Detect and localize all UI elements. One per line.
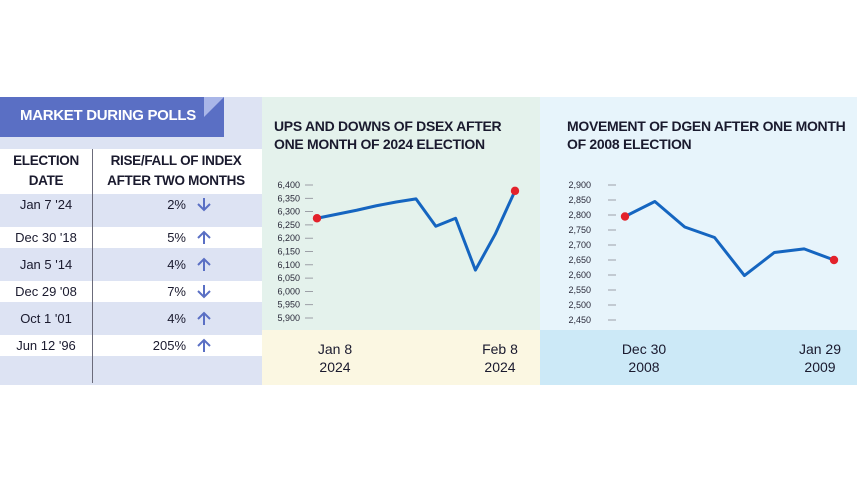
- row-value: 7%: [167, 284, 186, 299]
- dsex-x-label: 2024: [484, 359, 515, 375]
- arrow-up-icon: [197, 311, 211, 325]
- arrow-down-icon: [197, 285, 211, 299]
- table-row: Dec 29 '08 7%: [0, 281, 262, 302]
- dgen-x-label: 2009: [804, 359, 835, 375]
- polls-table-panel: MARKET DURING POLLS ELECTION DATE RISE/F…: [0, 97, 262, 385]
- row-date: Oct 1 '01: [20, 311, 72, 326]
- table-header: ELECTION DATE RISE/FALL OF INDEX AFTER T…: [0, 149, 262, 194]
- dgen-y-tick-label: 2,600: [568, 270, 591, 280]
- dgen-x-label: 2008: [628, 359, 659, 375]
- header-rise-fall: RISE/FALL OF INDEX AFTER TWO MONTHS: [107, 153, 245, 188]
- dsex-axis-band: [262, 330, 540, 385]
- dsex-y-tick-label: 6,200: [277, 233, 300, 243]
- row-value: 4%: [167, 311, 186, 326]
- dsex-x-label: 2024: [319, 359, 350, 375]
- arrow-up-icon: [197, 230, 211, 244]
- dgen-y-tick-label: 2,850: [568, 195, 591, 205]
- arrow-down-icon: [197, 198, 211, 212]
- column-divider: [92, 149, 93, 383]
- header-election-date: ELECTION DATE: [13, 153, 79, 188]
- dsex-x-label: Jan 8: [318, 341, 352, 357]
- table-row: Dec 30 '18 5%: [0, 227, 262, 248]
- dsex-end-marker: [510, 186, 520, 196]
- dgen-y-tick-label: 2,450: [568, 315, 591, 325]
- row-value: 4%: [167, 257, 186, 272]
- dgen-y-tick-label: 2,700: [568, 240, 591, 250]
- arrow-up-icon: [197, 338, 211, 352]
- dsex-y-tick-label: 6,100: [277, 260, 300, 270]
- dgen-y-tick-label: 2,650: [568, 255, 591, 265]
- table-row: Jan 5 '14 4%: [0, 254, 262, 275]
- dgen-y-tick-label: 2,750: [568, 225, 591, 235]
- dgen-x-label: Dec 30: [622, 341, 667, 357]
- dgen-end-marker: [829, 255, 839, 265]
- row-value: 205%: [152, 338, 186, 353]
- dgen-start-marker: [620, 212, 630, 221]
- dsex-start-marker: [312, 214, 322, 223]
- row-value: 2%: [167, 197, 186, 212]
- dsex-series-line: [316, 190, 517, 272]
- dsex-y-tick-label: 5,950: [277, 300, 300, 310]
- dgen-y-tick-label: 2,900: [568, 180, 591, 190]
- table-row: Jan 7 '24 2%: [0, 194, 262, 215]
- dgen-y-tick-label: 2,800: [568, 210, 591, 220]
- dgen-chart-title: MOVEMENT OF DGEN AFTER ONE MONTH OF 2008…: [567, 118, 846, 152]
- table-row: Oct 1 '01 4%: [0, 308, 262, 329]
- row-date: Dec 29 '08: [15, 284, 77, 299]
- dgen-x-label: Jan 29: [799, 341, 841, 357]
- dgen-axis-band: [540, 330, 857, 385]
- arrow-up-icon: [197, 257, 211, 271]
- banner-fold-corner: [204, 97, 224, 117]
- dsex-chart-title: UPS AND DOWNS OF DSEX AFTER ONE MONTH OF…: [274, 118, 502, 152]
- table-title: MARKET DURING POLLS: [20, 107, 196, 124]
- row-date: Jan 5 '14: [19, 257, 73, 272]
- row-date: Jun 12 '96: [16, 338, 76, 353]
- dsex-y-tick-label: 6,000: [277, 286, 300, 296]
- dgen-y-tick-label: 2,550: [568, 285, 591, 295]
- dsex-y-tick-label: 5,900: [277, 313, 300, 323]
- dsex-x-label: Feb 8: [482, 341, 518, 357]
- table-row: Jun 12 '96 205%: [0, 335, 262, 356]
- dsex-y-tick-label: 6,050: [277, 273, 300, 283]
- dsex-y-tick-label: 6,400: [277, 180, 300, 190]
- dgen-y-tick-label: 2,500: [568, 300, 591, 310]
- table-title-banner: MARKET DURING POLLS: [0, 97, 224, 137]
- dgen-series-line: [624, 200, 835, 278]
- dsex-y-tick-label: 6,250: [277, 220, 300, 230]
- dsex-y-tick-label: 6,150: [277, 247, 300, 257]
- row-date: Jan 7 '24: [19, 197, 73, 212]
- row-value: 5%: [167, 230, 186, 245]
- dsex-y-tick-label: 6,300: [277, 207, 300, 217]
- dsex-y-tick-label: 6,350: [277, 193, 300, 203]
- row-date: Dec 30 '18: [15, 230, 77, 245]
